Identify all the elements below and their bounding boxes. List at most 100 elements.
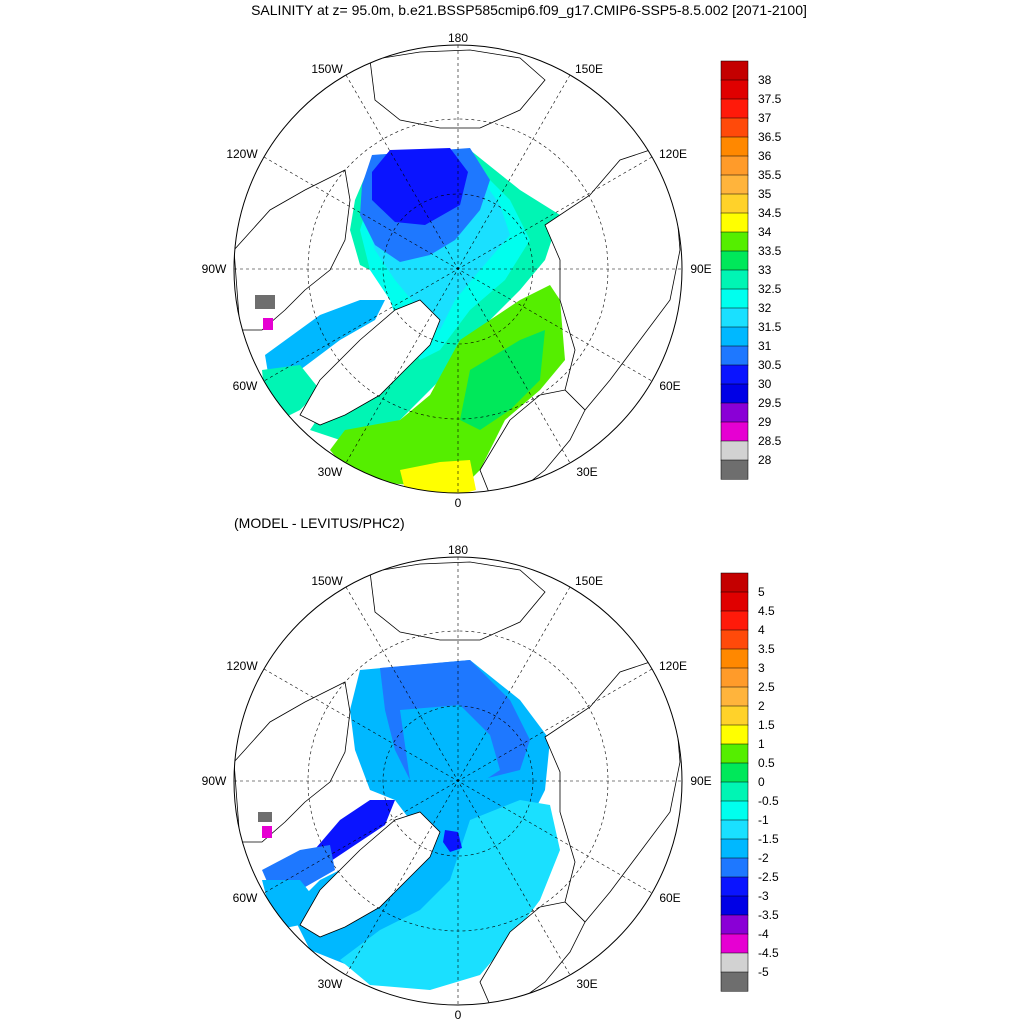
top-field-canada-basin-core [372,148,468,225]
bottom-colorbar-label: 2 [758,699,765,713]
top-map [234,45,682,493]
top-colorbar-box [720,269,749,290]
top-colorbar-box [720,193,749,214]
bottom-grid-circle-80 [382,705,534,857]
bottom-colorbar-label: 3 [758,661,765,675]
bottom-colorbar-box [720,591,749,612]
bottom-colorbar-box [720,572,749,593]
bottom-colorbar-label: -1 [758,813,769,827]
top-lon-label: 180 [448,31,468,45]
bottom-lon-label: 30W [318,977,343,991]
top-colorbar-box [720,383,749,404]
bottom-lon-label: 0 [455,1008,462,1022]
top-colorbar-box [720,440,749,461]
top-field-baffin-bay [265,300,385,385]
bottom-colorbar-box [720,686,749,707]
top-colorbar-label: 30.5 [758,358,782,372]
bottom-colorbar-box [720,952,749,973]
bottom-colorbar-label: -4 [758,927,769,941]
bottom-lon-label: 60E [659,891,680,905]
bottom-colorbar-label: 0.5 [758,756,775,770]
top-lon-label: 30W [318,465,343,479]
top-colorbar-box [720,155,749,176]
top-colorbar-box [720,421,749,442]
top-colorbar-box [720,250,749,271]
top-colorbar-label: 31 [758,339,772,353]
top-colorbar-label: 33 [758,263,772,277]
top-lon-label: 60W [233,379,258,393]
top-lon-label: 90E [690,262,711,276]
bottom-colorbar-label: -0.5 [758,794,779,808]
top-colorbar-box [720,79,749,100]
bottom-lon-label: 150E [575,574,603,588]
bottom-colorbar-box [720,667,749,688]
bottom-land-north-america [234,681,351,843]
bottom-colorbar-box [720,876,749,897]
top-colorbar-box [720,288,749,309]
top-lon-label: 90W [202,262,227,276]
top-colorbar-label: 28 [758,453,772,467]
top-colorbar-label: 34.5 [758,206,782,220]
bottom-land-greenland [299,811,441,938]
bottom-field-deep-anomaly [400,705,500,800]
top-lon-label: 150E [575,62,603,76]
top-map-border [233,44,683,494]
bottom-colorbar-box [720,781,749,802]
bottom-field-gray-patch [258,812,272,822]
bottom-colorbar-box [720,933,749,954]
top-colorbar-box [720,231,749,252]
top-lon-label: 120W [226,147,258,161]
top-colorbar-box [720,98,749,119]
bottom-lon-label: 60W [233,891,258,905]
bottom-colorbar-box [720,629,749,650]
bottom-colorbar-box [720,743,749,764]
bottom-lon-label: 120E [659,659,687,673]
bottom-lon-label: 180 [448,543,468,557]
bottom-land-eurasia [544,661,681,923]
top-colorbar-label: 36.5 [758,130,782,144]
top-colorbar-box [720,212,749,233]
top-colorbar-label: 28.5 [758,434,782,448]
top-grid-circle-80 [382,193,534,345]
top-colorbar-label: 37.5 [758,92,782,106]
bottom-colorbar-label: 1.5 [758,718,775,732]
bottom-colorbar-box [720,800,749,821]
top-lon-label: 30E [576,465,597,479]
bottom-colorbar-label: 2.5 [758,680,775,694]
top-colorbar-box [720,402,749,423]
top-field-magenta-patch [263,318,273,330]
top-chart-title: SALINITY at z= 95.0m, b.e21.BSSP585cmip6… [251,2,807,18]
bottom-colorbar-box [720,895,749,916]
bottom-colorbar-label: -5 [758,965,769,979]
bottom-colorbar-label: 1 [758,737,765,751]
bottom-colorbar-box [720,838,749,859]
bottom-colorbar-label: -2.5 [758,870,779,884]
bottom-colorbar-label: 4.5 [758,604,775,618]
top-colorbar-label: 32.5 [758,282,782,296]
top-colorbar-label: 30 [758,377,772,391]
bottom-land-chukotka [369,561,546,641]
top-land-greenland [299,299,441,426]
top-colorbar-label: 34 [758,225,772,239]
bottom-lon-label: 30E [576,977,597,991]
top-field-gray-patch [255,295,275,309]
bottom-colorbar-box [720,819,749,840]
top-colorbar-box [720,307,749,328]
top-colorbar-label: 37 [758,111,772,125]
top-land-chukotka [369,49,546,129]
bottom-colorbar-box [720,762,749,783]
bottom-colorbar-box [720,724,749,745]
bottom-colorbar-label: -1.5 [758,832,779,846]
top-lon-label: 120E [659,147,687,161]
top-colorbar-box [720,174,749,195]
top-colorbar-label: 35 [758,187,772,201]
bottom-colorbar-box [720,705,749,726]
bottom-colorbar-label: 4 [758,623,765,637]
bottom-colorbar-box [720,971,749,992]
top-colorbar-label: 36 [758,149,772,163]
top-colorbar-label: 29 [758,415,772,429]
bottom-colorbar-label: 5 [758,585,765,599]
top-colorbar-label: 29.5 [758,396,782,410]
bottom-colorbar-box [720,914,749,935]
bottom-field-greenland-shelf [310,800,395,865]
